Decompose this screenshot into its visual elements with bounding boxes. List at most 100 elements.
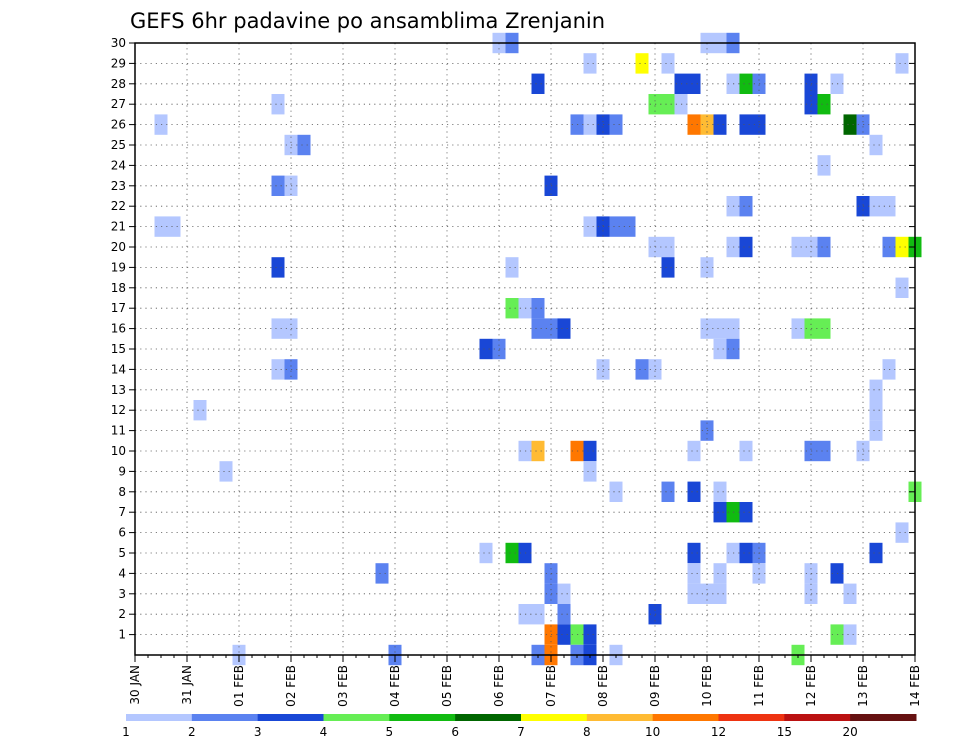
heatmap-cell (817, 440, 831, 462)
heatmap-cell (271, 94, 285, 115)
y-tick-label: 30 (111, 36, 126, 50)
heatmap-cell (687, 563, 701, 584)
heatmap-cell (687, 73, 701, 94)
y-tick-label: 17 (111, 301, 126, 315)
legend-swatch (718, 714, 785, 721)
legend-threshold-label: 1 (122, 725, 130, 739)
heatmap-cell (713, 563, 727, 584)
y-tick-label: 18 (111, 281, 126, 295)
legend-threshold-label: 8 (583, 725, 591, 739)
heatmap-cell (531, 318, 545, 339)
legend-swatch (257, 714, 324, 721)
heatmap-cell (687, 114, 701, 135)
y-tick-label: 4 (118, 566, 126, 580)
heatmap-cell (609, 216, 623, 237)
heatmap-cell (635, 53, 649, 74)
y-tick-label: 1 (118, 628, 126, 642)
heatmap-cell (505, 542, 519, 564)
legend-swatch (521, 714, 588, 721)
y-tick-label: 2 (118, 607, 126, 621)
x-tick-label: 30 JAN (128, 665, 142, 705)
y-tick-label: 22 (111, 199, 126, 213)
heatmap-cell (531, 73, 545, 94)
heatmap-cell (661, 53, 675, 74)
legend-swatch (455, 714, 522, 721)
y-tick-label: 24 (111, 158, 126, 172)
legend-swatch (126, 714, 193, 721)
heatmap-cell (661, 94, 675, 115)
legend-threshold-label: 5 (386, 725, 394, 739)
x-tick-label: 07 FEB (544, 665, 558, 707)
y-tick-label: 5 (118, 546, 126, 560)
heatmap-cell (531, 440, 545, 462)
y-tick-label: 19 (111, 260, 126, 274)
y-tick-label: 27 (111, 97, 126, 111)
x-tick-label: 11 FEB (752, 665, 766, 707)
y-tick-label: 28 (111, 77, 126, 91)
heatmap-cell (193, 400, 207, 421)
heatmap-cell (271, 359, 285, 380)
heatmap-cell (583, 216, 597, 237)
legend-swatch (191, 714, 259, 721)
y-axis-ticks: 1234567891011121314151617181920212223242… (111, 36, 915, 642)
heatmap-cell (583, 114, 597, 135)
y-tick-label: 15 (111, 342, 126, 356)
heatmap-cell (739, 440, 753, 462)
x-tick-label: 05 FEB (440, 665, 454, 707)
x-axis-ticks: 30 JAN 31 JAN 01 FEB 02 FEB 03 FEB 04 FEB 05 F… (128, 655, 922, 707)
y-tick-label: 14 (111, 362, 126, 376)
heatmap-cell (869, 379, 883, 400)
heatmap-cell (557, 624, 571, 645)
legend-threshold-label: 12 (711, 725, 726, 739)
heatmap-cell (661, 257, 675, 278)
y-tick-label: 23 (111, 179, 126, 193)
heatmap-cell (739, 502, 753, 523)
x-tick-label: 10 FEB (700, 665, 714, 707)
y-tick-label: 12 (111, 403, 126, 417)
y-tick-label: 13 (111, 383, 126, 397)
heatmap-cell (843, 114, 857, 135)
y-tick-label: 25 (111, 138, 126, 152)
y-tick-label: 11 (111, 424, 126, 438)
y-tick-label: 26 (111, 118, 126, 132)
heatmap-cell (687, 583, 701, 604)
heatmap-cell (739, 236, 753, 258)
heatmap-cell (557, 604, 571, 625)
legend-threshold-label: 3 (254, 725, 262, 739)
legend-swatch (323, 714, 390, 721)
heatmap-cell (713, 114, 727, 135)
heatmap-cell (557, 583, 571, 604)
heatmap-cell (297, 134, 311, 156)
y-tick-label: 10 (111, 444, 126, 458)
heatmap-cell (557, 318, 571, 339)
heatmap-cell (583, 624, 597, 645)
heatmap-cell (817, 318, 831, 339)
heatmap-cell (869, 196, 883, 217)
heatmap-cell (739, 114, 753, 135)
x-tick-label: 01 FEB (232, 665, 246, 707)
heatmap-cell (869, 542, 883, 564)
heatmap-cell (713, 583, 727, 604)
legend-threshold-label: 6 (451, 725, 459, 739)
y-tick-label: 6 (118, 526, 126, 540)
heatmap-cell (687, 440, 701, 462)
heatmap-cell (713, 338, 727, 360)
heatmap-cell (505, 257, 519, 278)
x-tick-label: 09 FEB (648, 665, 662, 707)
heatmap-cell (791, 318, 805, 339)
chart-title: GEFS 6hr padavine po ansamblima Zrenjani… (130, 9, 605, 33)
legend-threshold-label: 2 (188, 725, 196, 739)
y-tick-label: 21 (111, 220, 126, 234)
heatmap-cell (895, 53, 909, 74)
heatmap-cell (869, 134, 883, 156)
heatmap-cell (635, 359, 649, 380)
heatmap-cell (375, 563, 389, 584)
heatmap-cell (817, 236, 831, 258)
legend-swatch (389, 714, 456, 721)
legend-swatch (586, 714, 654, 721)
heatmap-cell (661, 481, 675, 502)
x-tick-label: 12 FEB (804, 665, 818, 707)
legend-swatch (850, 714, 917, 721)
legend-threshold-label: 4 (320, 725, 328, 739)
heatmap-cell (271, 175, 285, 196)
